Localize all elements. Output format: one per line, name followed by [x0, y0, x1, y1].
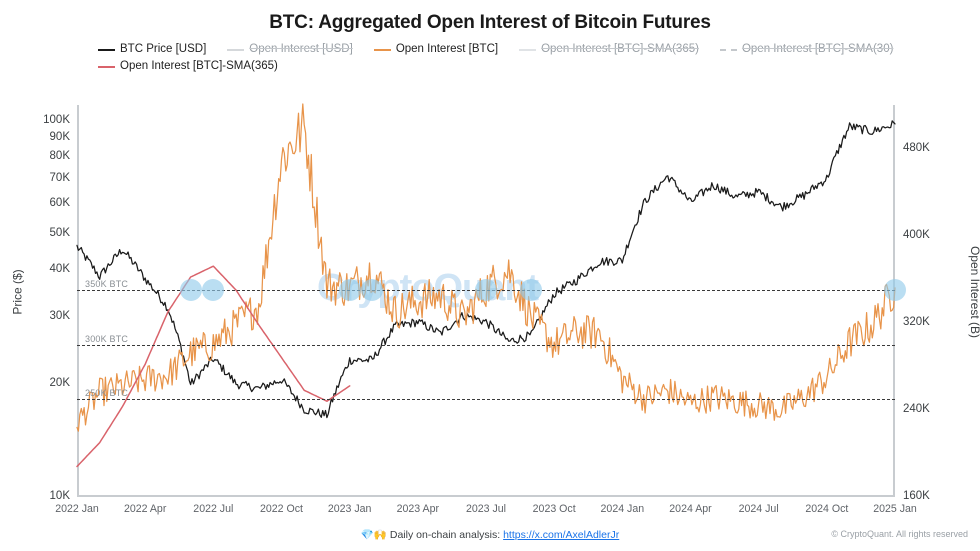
legend-label: Open Interest [BTC]: [395, 43, 499, 55]
y-tick-left-60K: 60K: [49, 197, 70, 210]
footer-link[interactable]: https://x.com/AxelAdlerJr: [503, 529, 620, 541]
y-tick-left-20K: 20K: [49, 376, 70, 389]
legend-label: Open Interest [BTC]-SMA(30): [741, 43, 894, 55]
footer: 💎🙌 Daily on-chain analysis: https://x.co…: [0, 528, 980, 541]
highlight-circle-6: [884, 279, 906, 302]
legend-item-5[interactable]: Open Interest [BTC]-SMA(365): [98, 60, 278, 73]
chart-title: BTC: Aggregated Open Interest of Bitcoin…: [269, 12, 711, 33]
plot-area: CryptoQuant 350K BTC 300K BTC 250K BTC: [76, 103, 896, 497]
x-axis-line: [77, 495, 895, 497]
y-tick-left-40K: 40K: [49, 263, 70, 276]
y-tick-right-400K: 400K: [903, 228, 930, 241]
x-tick-3: 2022 Oct: [260, 503, 303, 515]
x-tick-2: 2022 Jul: [193, 503, 234, 515]
highlight-circle-2: [338, 279, 361, 302]
y-tick-right-480K: 480K: [903, 141, 930, 154]
x-tick-6: 2023 Jul: [465, 503, 507, 515]
y-tick-left-80K: 80K: [49, 150, 70, 163]
x-tick-11: 2024 Oct: [805, 503, 849, 515]
y-tick-left-100K: 100K: [43, 113, 70, 126]
series-line-0: [76, 120, 896, 419]
y-tick-left-30K: 30K: [49, 310, 70, 323]
legend-swatch-icon: [719, 48, 737, 51]
highlight-circle-1: [202, 279, 225, 302]
legend-item-3[interactable]: Open Interest [BTC]-SMA(365): [519, 43, 699, 56]
legend-item-2[interactable]: Open Interest [BTC]: [373, 43, 499, 56]
legend-label: Open Interest [USD]: [249, 43, 353, 55]
reference-label-300000: 300K BTC: [85, 333, 129, 344]
x-tick-7: 2023 Oct: [532, 503, 576, 515]
reference-label-350000: 350K BTC: [85, 279, 129, 290]
x-tick-8: 2024 Jan: [600, 503, 645, 515]
y-tick-left-10K: 10K: [49, 490, 70, 502]
x-tick-1: 2022 Apr: [123, 503, 167, 515]
x-tick-12: 2025 Jan: [873, 503, 917, 515]
legend-item-4[interactable]: Open Interest [BTC]-SMA(30): [719, 43, 894, 56]
y-tick-right-320K: 320K: [903, 315, 930, 328]
y-tick-left-50K: 50K: [49, 226, 70, 239]
reference-line-250000: [77, 399, 895, 400]
copyright-text: © CryptoQuant. All rights reserved: [831, 529, 968, 539]
chart-legend: BTC Price [USD] Open Interest [USD] Open I…: [98, 43, 928, 77]
series-canvas: [76, 103, 896, 468]
reference-line-300000: [77, 344, 895, 346]
legend-label: BTC Price [USD]: [120, 43, 207, 55]
y-axis-left-line: [77, 105, 79, 497]
highlight-circle-3: [361, 279, 384, 302]
y-tick-right-240K: 240K: [903, 402, 930, 415]
legend-swatch-icon: [373, 48, 391, 51]
x-tick-9: 2024 Apr: [669, 503, 712, 515]
legend-label: Open Interest [BTC]-SMA(365): [120, 60, 278, 72]
legend-swatch-icon: [98, 48, 115, 51]
legend-item-0[interactable]: BTC Price [USD]: [98, 43, 206, 56]
legend-label: Open Interest [BTC]-SMA(365): [541, 43, 699, 55]
legend-swatch-icon: [227, 48, 245, 51]
legend-item-1[interactable]: Open Interest [USD]: [227, 43, 353, 56]
highlight-circle-0: [179, 279, 202, 302]
y-axis-right-label: Open Interest (B): [968, 245, 980, 339]
series-line-2: [76, 265, 351, 468]
reference-label-250000: 250K BTC: [85, 388, 129, 398]
x-tick-10: 2024 Jul: [738, 503, 779, 515]
y-tick-right-160K: 160K: [903, 490, 930, 502]
x-tick-5: 2023 Apr: [396, 503, 440, 515]
y-tick-left-70K: 70K: [49, 171, 70, 184]
diamond-hands-icon: 💎🙌: [360, 529, 387, 541]
highlight-circle-4: [475, 279, 497, 302]
legend-swatch-icon: [98, 65, 115, 68]
footer-text: Daily on-chain analysis:: [389, 529, 501, 541]
legend-swatch-icon: [519, 48, 537, 51]
series-line-1: [76, 103, 896, 432]
x-tick-0: 2022 Jan: [55, 503, 99, 515]
x-tick-4: 2023 Jan: [327, 503, 372, 515]
highlight-circle-5: [520, 279, 543, 302]
y-axis-left-label: Price ($): [10, 269, 25, 315]
y-tick-left-90K: 90K: [49, 130, 70, 143]
